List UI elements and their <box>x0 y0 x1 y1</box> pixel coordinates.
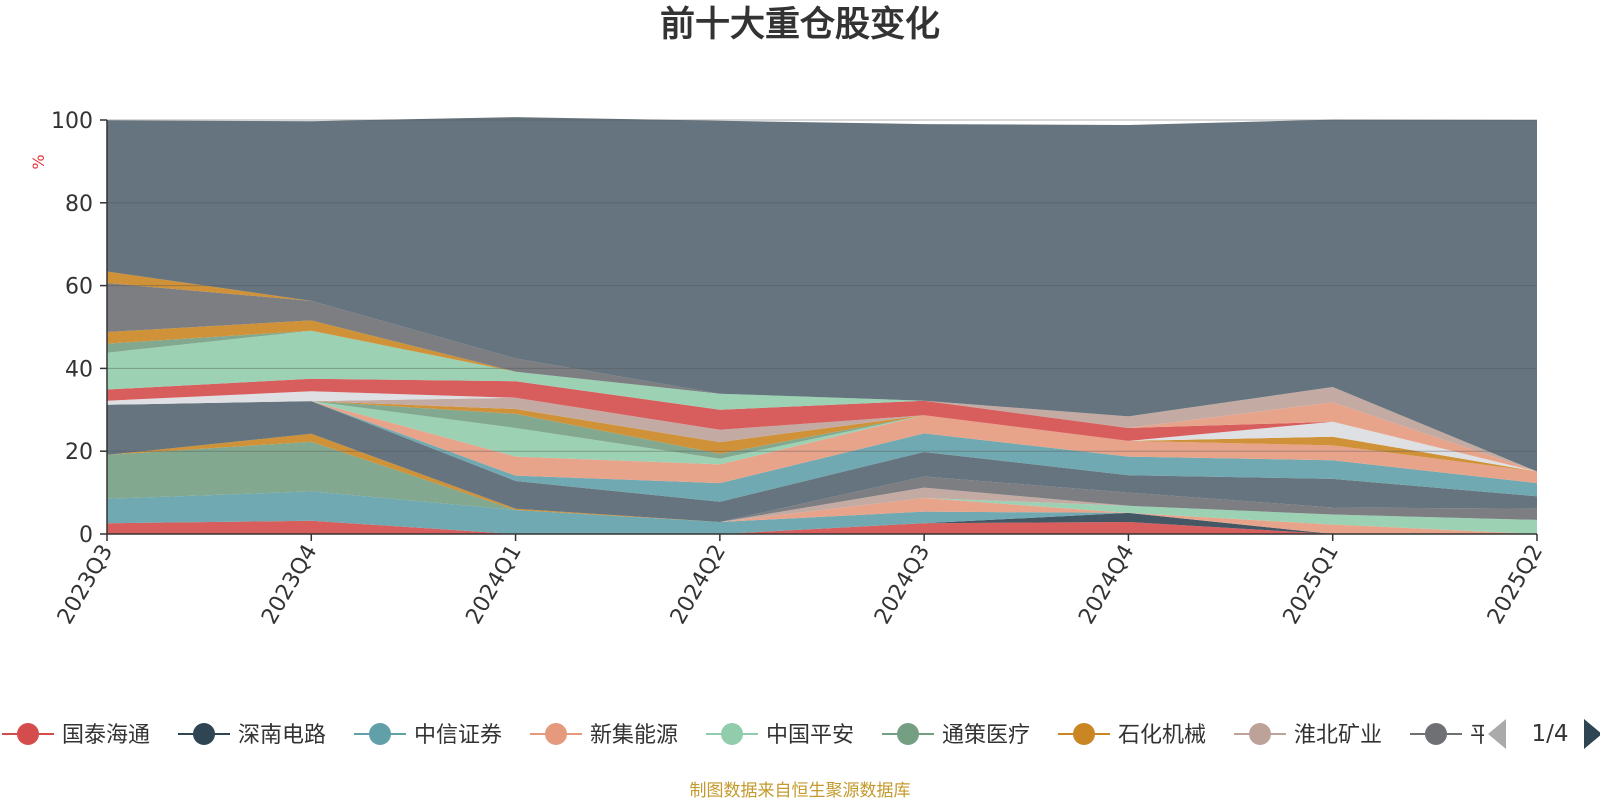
legend-item[interactable]: 通策医疗 <box>882 723 1030 748</box>
legend-item[interactable]: 平 <box>1410 723 1492 748</box>
y-tick-label: 60 <box>65 275 93 300</box>
legend-circle-icon <box>1073 723 1095 745</box>
x-tick-label: 2023Q3 <box>53 541 118 629</box>
legend-circle-icon <box>193 723 215 745</box>
legend-circle-icon <box>545 723 567 745</box>
area-series-4 <box>107 491 1537 534</box>
area-series-16 <box>107 391 1537 472</box>
x-tick-label: 2024Q3 <box>870 541 935 629</box>
areas-layer <box>107 117 1537 534</box>
triangle-right-icon[interactable] <box>1584 719 1600 749</box>
area-series-18 <box>107 330 1537 472</box>
x-tick-label: 2024Q2 <box>666 541 731 629</box>
area-series-8 <box>107 433 1537 522</box>
legend-label: 淮北矿业 <box>1294 723 1382 748</box>
y-tick-label: 40 <box>65 357 93 382</box>
legend-label: 通策医疗 <box>942 723 1030 748</box>
legend-pagination: 1/4 <box>1488 719 1600 749</box>
grid-layer <box>107 119 1537 452</box>
area-series-6 <box>107 433 1537 522</box>
legend-item[interactable]: 国泰海通 <box>2 723 150 748</box>
area-series-11 <box>107 401 1537 484</box>
area-series-9 <box>107 401 1537 522</box>
legend-label: 深南电路 <box>238 723 326 748</box>
legend-label: 石化机械 <box>1118 723 1206 748</box>
area-series-3 <box>107 491 1537 534</box>
legend-label: 新集能源 <box>590 723 678 748</box>
legend-circle-icon <box>721 723 743 745</box>
legend: 国泰海通 深南电路 中信证券 新集能源 中国平安 通策医疗 石化机械 淮北矿业 平 <box>2 723 1492 748</box>
legend-circle-icon <box>369 723 391 745</box>
area-series-17 <box>107 378 1537 472</box>
area-series-25 <box>107 117 1537 472</box>
area-series-5 <box>107 441 1537 522</box>
legend-circle-icon <box>17 723 39 745</box>
source-note: 制图数据来自恒生聚源数据库 <box>689 781 911 801</box>
legend-page-indicator: 1/4 <box>1531 721 1568 747</box>
legend-item[interactable]: 淮北矿业 <box>1234 723 1382 748</box>
legend-item[interactable]: 深南电路 <box>178 723 326 748</box>
legend-label: 中信证券 <box>414 723 502 748</box>
legend-item[interactable]: 中国平安 <box>706 723 854 748</box>
legend-label: 国泰海通 <box>62 723 150 748</box>
legend-item[interactable]: 中信证券 <box>354 723 502 748</box>
x-tick-label: 2024Q1 <box>461 541 526 629</box>
legend-item[interactable]: 新集能源 <box>530 723 678 748</box>
legend-circle-icon <box>1249 723 1271 745</box>
x-tick-label: 2024Q4 <box>1074 541 1139 629</box>
x-tick-label: 2023Q4 <box>257 541 322 629</box>
y-axis-unit: % <box>29 154 48 169</box>
x-tick-label: 2025Q1 <box>1279 541 1344 629</box>
chart-title: 前十大重仓股变化 <box>659 5 940 45</box>
legend-label: 平 <box>1470 723 1492 748</box>
area-series-2 <box>107 491 1537 534</box>
legend-label: 中国平安 <box>766 723 854 748</box>
area-series-23 <box>107 283 1537 472</box>
y-tick-label: 0 <box>79 523 93 548</box>
y-tick-label: 80 <box>65 192 93 217</box>
y-tick-label: 20 <box>65 440 93 465</box>
y-tick-label: 100 <box>51 109 93 134</box>
area-series-0 <box>107 520 1537 534</box>
x-tick-label: 2025Q2 <box>1483 541 1548 629</box>
triangle-left-icon[interactable] <box>1488 719 1506 749</box>
legend-circle-icon <box>1425 723 1447 745</box>
legend-circle-icon <box>897 723 919 745</box>
area-series-13 <box>107 401 1537 472</box>
legend-item[interactable]: 石化机械 <box>1058 723 1206 748</box>
